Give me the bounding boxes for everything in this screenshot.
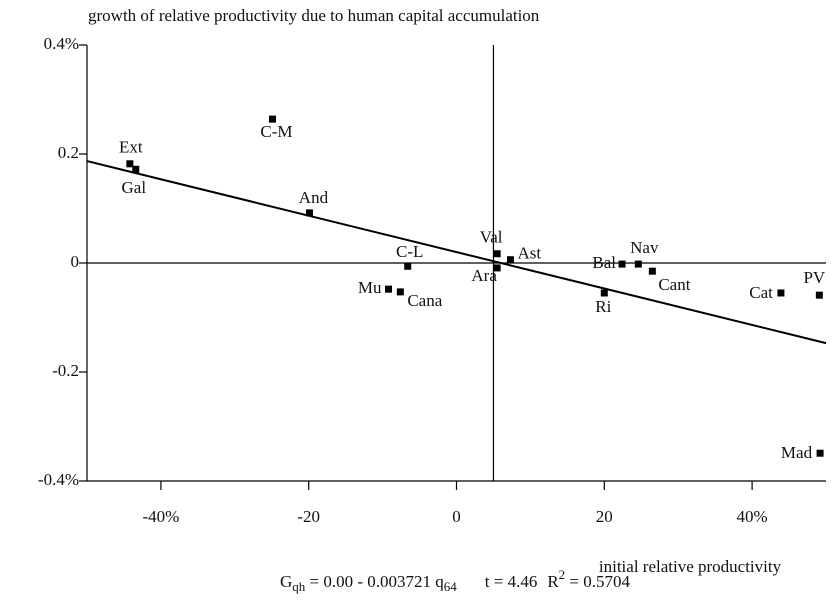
point [493,264,501,272]
eq-sup: 2 [559,567,566,582]
point [777,289,785,297]
eq-part: t = 4.46 [485,572,538,591]
point-label: PV [803,268,825,287]
trend-line [86,160,827,345]
point [816,449,824,457]
point [132,165,140,173]
point-label: Cat [749,283,773,302]
point-label: And [299,188,329,207]
point-label: Ara [471,266,497,285]
point [506,256,514,264]
point-label: C-L [396,242,423,261]
point [600,289,608,297]
eq-part: R [547,572,559,591]
x-tick-label: -40% [142,507,179,526]
y-tick-label: 0.2 [58,143,79,162]
point-label: Mad [781,443,813,462]
chart-title: growth of relative productivity due to h… [88,6,540,25]
point [126,160,134,168]
point [648,267,656,275]
y-tick-label: -0.4% [38,470,79,489]
point [493,250,501,258]
eq-part: G [280,572,292,591]
x-tick-label: 40% [737,507,768,526]
point-label: Ri [595,297,611,316]
point-label: Cana [407,291,442,310]
point-label: Val [480,228,503,247]
y-tick-label: 0.4% [44,34,79,53]
point [305,209,313,217]
point-label: C-M [260,122,292,141]
eq-sub: 64 [444,579,458,594]
eq-part: = 0.00 - 0.003721 q [305,572,444,591]
point [404,262,412,270]
point [396,288,404,296]
y-tick-label: -0.2 [52,361,79,380]
point-label: Ast [517,244,541,263]
point [634,260,642,268]
x-tick-label: -20 [297,507,320,526]
eq-sub: qh [292,579,306,594]
point-label: Bal [592,253,616,272]
equation: Gqh = 0.00 - 0.003721 q64 t = 4.46 R2 = 0.… [280,567,631,594]
point-label: Mu [358,278,382,297]
point [815,291,823,299]
point-label: Cant [658,275,690,294]
x-tick-label: 0 [452,507,461,526]
eq-part: = 0.5704 [565,572,630,591]
point [385,285,393,293]
x-tick-label: 20 [596,507,613,526]
point-label: Ext [119,138,143,157]
point-label: Gal [122,178,147,197]
y-tick-label: 0 [71,252,80,271]
point [268,115,276,123]
x-axis-label: initial relative productivity [599,557,782,576]
point [618,260,626,268]
point-label: Nav [630,238,659,257]
